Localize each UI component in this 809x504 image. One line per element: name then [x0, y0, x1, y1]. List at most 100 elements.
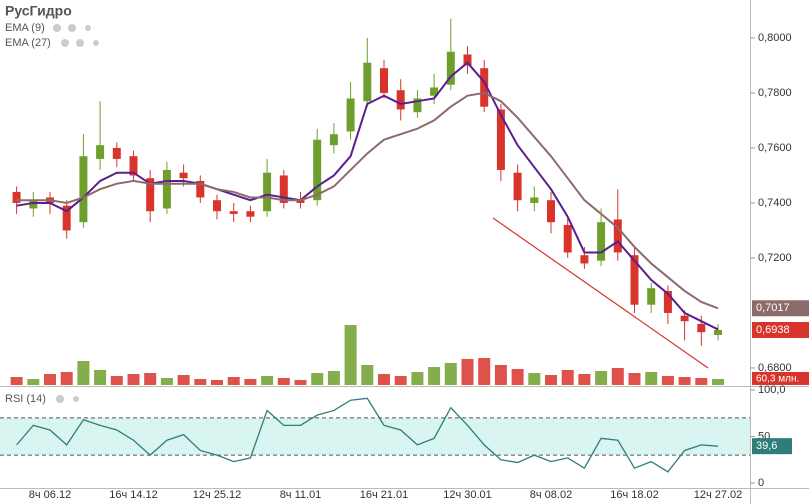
volume-bar — [327, 371, 340, 385]
x-tick-label: 16ч 18.02 — [610, 489, 659, 501]
y-tick-label: 0,6800 — [758, 362, 792, 374]
price-label: 0,7017 — [756, 302, 790, 314]
x-tick-label: 8ч 08.02 — [530, 489, 572, 501]
eye-icon[interactable] — [53, 24, 61, 32]
candle-body — [296, 200, 305, 203]
ema-line — [16, 61, 719, 331]
volume-bar — [311, 373, 324, 385]
candle-body — [279, 175, 288, 203]
candle-body — [513, 172, 522, 201]
volume-bar — [227, 377, 240, 385]
candle-body — [229, 211, 238, 214]
volume-bar — [27, 379, 40, 385]
candle-body — [663, 290, 672, 313]
volume-bar — [478, 358, 491, 385]
candle-body — [396, 90, 405, 110]
candle-body — [547, 200, 555, 223]
volume-bar — [160, 378, 173, 385]
candle-body — [29, 200, 38, 209]
volume-bar — [344, 325, 357, 385]
volume-bar — [94, 370, 107, 385]
volume-bar — [545, 375, 557, 385]
volume-bar — [494, 365, 507, 385]
volume-bar — [244, 379, 257, 385]
y-tick-label: 0,8000 — [758, 32, 792, 44]
volume-bar — [444, 363, 457, 385]
volume-bar — [428, 367, 441, 385]
candle-body — [480, 68, 489, 107]
candle-body — [430, 87, 439, 96]
candle-body — [62, 205, 71, 231]
volume-bar — [461, 359, 474, 385]
volume-bar — [628, 373, 641, 385]
candle-body — [697, 323, 706, 333]
candle-body — [112, 147, 121, 159]
candle-body — [346, 98, 355, 132]
y-tick-label: 0,7400 — [758, 197, 792, 209]
candle-body — [380, 68, 388, 93]
gear-icon[interactable] — [56, 395, 64, 403]
legend-label: EMA (27) — [5, 37, 51, 49]
volume-label-box — [752, 371, 809, 385]
ema-line — [16, 91, 719, 310]
candle-body — [213, 200, 221, 212]
volume-bar — [528, 373, 541, 385]
eye-icon[interactable] — [61, 39, 69, 47]
candle-body — [714, 330, 722, 335]
candle-body — [129, 156, 138, 176]
rsi-line — [16, 397, 719, 473]
legend-icons — [53, 24, 99, 403]
close-icon[interactable] — [73, 396, 79, 402]
volume-bar — [10, 377, 23, 385]
y-tick-label: 100,0 — [758, 384, 786, 396]
volume-bar — [110, 376, 123, 385]
candle-body — [363, 62, 372, 102]
close-icon[interactable] — [93, 40, 99, 46]
volume-bar — [277, 378, 290, 385]
x-tick-label: 12ч 27.02 — [694, 489, 743, 501]
volume-bar — [60, 372, 73, 385]
x-tick-label: 16ч 21.01 — [360, 489, 409, 501]
rsi-title: RSI (14) — [5, 393, 46, 405]
chart-title: РусГидро — [5, 3, 72, 19]
price-label: 0,6938 — [756, 324, 790, 336]
volume-bar — [127, 374, 140, 385]
candle-body — [263, 172, 272, 212]
candle-body — [597, 222, 606, 261]
volume-bar — [194, 379, 207, 385]
candle-body — [146, 178, 155, 212]
x-tick-label: 12ч 30.01 — [443, 489, 492, 501]
candle-body — [96, 145, 105, 159]
volume-bar — [661, 376, 674, 385]
gear-icon[interactable] — [68, 24, 76, 32]
trend-line — [492, 217, 709, 369]
x-tick-label: 16ч 14.12 — [109, 489, 158, 501]
candle-body — [446, 51, 455, 85]
y-tick-label: 0 — [758, 477, 764, 489]
candle-body — [196, 180, 205, 198]
rsi-label: 39,6 — [756, 440, 777, 452]
close-icon[interactable] — [85, 25, 91, 31]
x-tick-label: 8ч 11.01 — [280, 489, 322, 501]
y-tick-label: 0,7600 — [758, 142, 792, 154]
volume-bar — [77, 361, 90, 385]
volume-bar — [595, 371, 608, 385]
volume-bar — [261, 376, 274, 385]
rsi-band — [0, 417, 750, 456]
gear-icon[interactable] — [76, 39, 84, 47]
volume-bar — [361, 365, 374, 385]
volume-bar — [394, 376, 407, 385]
candle-body — [496, 109, 505, 170]
candle-body — [79, 156, 88, 223]
x-tick-label: 8ч 06.12 — [29, 489, 71, 501]
volume-bar — [561, 370, 574, 385]
volume-bar — [378, 374, 390, 385]
volume-bar — [294, 380, 307, 385]
volume-bar — [177, 375, 190, 385]
y-tick-label: 0,7800 — [758, 87, 792, 99]
candle-body — [162, 169, 171, 209]
candle-body — [647, 288, 656, 305]
candle-body — [313, 139, 322, 201]
rsi-label-box — [752, 438, 792, 455]
